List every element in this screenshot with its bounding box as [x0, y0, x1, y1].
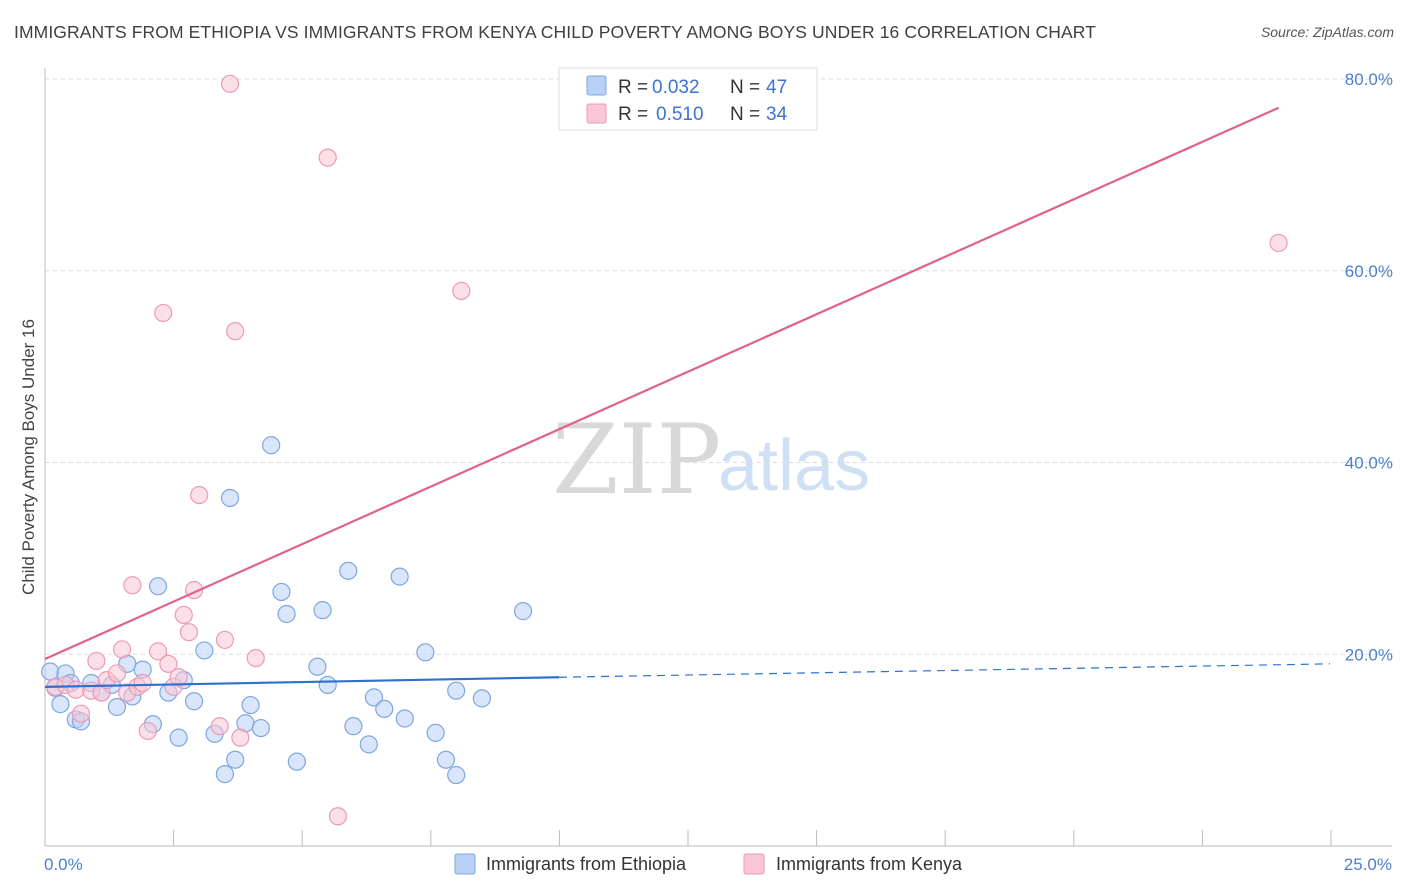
legend-r-value-ethiopia: 0.032 [652, 77, 700, 98]
kenya-point [87, 651, 106, 671]
ethiopia-point [272, 582, 291, 602]
ethiopia-point [226, 750, 245, 769]
watermark-atlas: atlas [718, 426, 870, 506]
ethiopia-trend-extension [558, 663, 1331, 678]
kenya-point [231, 728, 250, 747]
ethiopia-point [416, 643, 435, 662]
ethiopia-trend-line [44, 676, 560, 688]
kenya-point [71, 704, 91, 723]
ethiopia-point [395, 709, 414, 728]
y-tick-label: 20.0% [1345, 645, 1393, 664]
x-axis-ticks [44, 830, 1332, 846]
kenya-point [174, 605, 193, 625]
ethiopia-point [318, 675, 337, 695]
legend-r-value-kenya: 0.510 [656, 104, 704, 125]
y-tick-label: 60.0% [1345, 262, 1393, 281]
ethiopia-point [364, 688, 384, 707]
legend-swatch-ethiopia [586, 75, 607, 96]
trend-lines [44, 106, 1331, 688]
ethiopia-point [426, 723, 445, 742]
kenya-point [179, 623, 199, 642]
kenya-point [133, 673, 152, 693]
chart-title: IMMIGRANTS FROM ETHIOPIA VS IMMIGRANTS F… [14, 22, 1096, 42]
y-tick-label: 80.0% [1345, 70, 1393, 89]
kenya-point [66, 680, 85, 699]
ethiopia-point [375, 699, 394, 718]
correlation-legend: R = 0.032 N = 47 R = 0.510 N = 34 [558, 67, 818, 131]
kenya-point [328, 807, 348, 826]
ethiopia-point [313, 601, 332, 620]
ethiopia-point [308, 657, 327, 676]
y-tick-label: 40.0% [1345, 454, 1393, 473]
legend-r-label-ethiopia: R = [618, 77, 648, 98]
ethiopia-point [184, 692, 204, 711]
x-tick-label-min: 0.0% [44, 855, 83, 874]
bottom-legend-kenya: Immigrants from Kenya [776, 854, 963, 874]
watermark-zip: ZIP [552, 404, 721, 516]
ethiopia-points [41, 436, 533, 785]
kenya-point [1269, 233, 1288, 253]
ethiopia-point [436, 750, 456, 769]
gridlines [45, 78, 1392, 655]
kenya-point [107, 664, 127, 683]
kenya-point [452, 281, 471, 300]
ethiopia-point [447, 765, 466, 785]
legend-n-label-ethiopia: N = [730, 77, 760, 98]
ethiopia-point [390, 567, 409, 586]
ethiopia-point [262, 436, 281, 455]
kenya-point [123, 576, 142, 595]
ethiopia-point [447, 681, 466, 700]
kenya-point [210, 717, 229, 736]
kenya-point [226, 322, 245, 341]
ethiopia-point [148, 577, 168, 596]
kenya-point [215, 630, 234, 649]
kenya-point [112, 640, 132, 659]
ethiopia-point [472, 689, 491, 708]
legend-n-value-kenya: 34 [766, 104, 788, 125]
kenya-point [220, 74, 240, 93]
ethiopia-point [51, 695, 70, 714]
kenya-point [159, 654, 178, 673]
ethiopia-point [359, 735, 378, 754]
ethiopia-point [513, 602, 533, 621]
kenya-point [318, 148, 337, 167]
ethiopia-point [107, 697, 127, 717]
kenya-point [190, 485, 209, 505]
kenya-point [246, 648, 265, 668]
ethiopia-point [169, 728, 188, 747]
legend-swatch-kenya [586, 103, 607, 124]
x-tick-label-max: 25.0% [1344, 855, 1392, 874]
ethiopia-point [41, 662, 60, 681]
ethiopia-point [344, 717, 363, 736]
kenya-point [169, 668, 188, 687]
y-axis-label: Child Poverty Among Boys Under 16 [19, 319, 38, 595]
series-legend: Immigrants from Ethiopia Immigrants from… [454, 853, 963, 875]
ethiopia-point [251, 718, 270, 738]
bottom-legend-swatch-ethiopia [454, 853, 476, 875]
ethiopia-point [220, 488, 240, 508]
kenya-point [154, 303, 173, 323]
ethiopia-point [277, 604, 296, 624]
ethiopia-point [195, 641, 214, 660]
source-label: Source: ZipAtlas.com [1260, 24, 1394, 40]
ethiopia-point [241, 695, 260, 715]
ethiopia-point [287, 752, 306, 771]
kenya-point [138, 721, 157, 741]
kenya-point [148, 642, 168, 661]
ethiopia-point [339, 561, 358, 580]
legend-r-label-kenya: R = [618, 104, 648, 125]
y-tick-labels: 20.0% 40.0% 60.0% 80.0% [1345, 70, 1393, 664]
bottom-legend-ethiopia: Immigrants from Ethiopia [486, 854, 687, 874]
kenya-trend-line [44, 106, 1280, 661]
legend-n-label-kenya: N = [730, 104, 760, 125]
bottom-legend-swatch-kenya [743, 853, 765, 875]
legend-n-value-ethiopia: 47 [766, 77, 787, 98]
ethiopia-point [215, 764, 234, 784]
